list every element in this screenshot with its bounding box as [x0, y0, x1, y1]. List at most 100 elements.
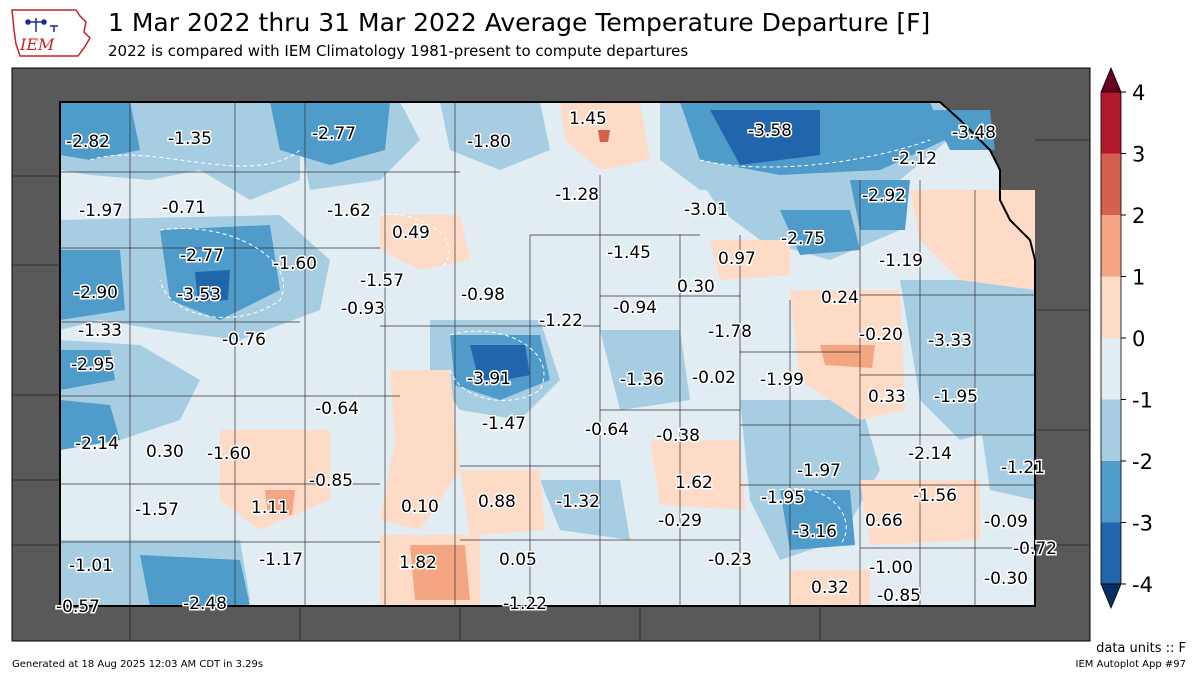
- value-label: -1.17: [259, 550, 303, 570]
- value-label: -1.22: [503, 594, 547, 614]
- colorbar-tick-label: -2: [1132, 450, 1153, 474]
- value-label: 0.49: [392, 223, 430, 243]
- value-label: -2.14: [908, 444, 952, 464]
- value-label: 1.11: [251, 498, 289, 518]
- colorbar-segment: [1101, 399, 1121, 461]
- colorbar-segment: [1101, 215, 1121, 277]
- value-label: -1.21: [1001, 458, 1045, 478]
- colorbar-tick-label: -1: [1132, 389, 1153, 413]
- value-label: -1.99: [760, 370, 804, 390]
- colorbar-tick-label: 4: [1132, 81, 1145, 105]
- value-label: 1.82: [399, 553, 437, 573]
- value-label: -0.98: [461, 285, 505, 305]
- value-label: -0.38: [656, 426, 700, 446]
- value-label: 0.66: [865, 511, 903, 531]
- colorbar-tick-label: 0: [1132, 327, 1145, 351]
- iem-logo: IEM: [11, 9, 91, 57]
- value-label: 1.62: [675, 473, 713, 493]
- value-label: -1.33: [78, 321, 122, 341]
- value-label: -3.91: [467, 369, 511, 389]
- value-label: -1.32: [556, 492, 600, 512]
- colorbar-segment: [1101, 153, 1121, 215]
- value-label: 0.10: [401, 497, 439, 517]
- value-label: -0.57: [56, 597, 100, 617]
- value-label: -0.85: [309, 471, 353, 491]
- value-label: -2.75: [781, 229, 825, 249]
- contour-layer-dark: [195, 110, 820, 385]
- value-label: -0.29: [658, 511, 702, 531]
- value-label: -2.92: [862, 186, 906, 206]
- value-label: -2.82: [66, 132, 110, 152]
- app-label: IEM Autoplot App #97: [1075, 659, 1186, 670]
- colorbar-segment: [1101, 92, 1121, 154]
- value-label: 0.88: [478, 492, 516, 512]
- value-label: -0.09: [984, 512, 1028, 532]
- colorbar-segment: [1101, 338, 1121, 400]
- weather-station-icon: [25, 18, 58, 32]
- value-label: 0.97: [718, 249, 756, 269]
- value-label: -1.97: [797, 461, 841, 481]
- value-label: -1.36: [620, 370, 664, 390]
- value-label: -2.95: [71, 355, 115, 375]
- value-label: -0.94: [613, 298, 657, 318]
- value-label: -0.23: [708, 550, 752, 570]
- value-label: -1.97: [79, 201, 123, 221]
- value-label: -0.64: [585, 420, 629, 440]
- value-label: -0.71: [162, 198, 206, 218]
- logo-text: IEM: [19, 35, 55, 54]
- value-label: -0.76: [222, 330, 266, 350]
- colorbar: 4 3 2 1 0 -1 -2 -3 -4: [1100, 66, 1153, 610]
- value-label: -3.16: [793, 522, 837, 542]
- value-label: -3.53: [177, 285, 221, 305]
- value-label: -0.64: [315, 399, 359, 419]
- colorbar-bottom-arrow: [1100, 583, 1122, 610]
- value-label: -0.20: [859, 325, 903, 345]
- value-label: -3.01: [684, 200, 728, 220]
- value-label: -1.95: [761, 488, 805, 508]
- county-borders: [60, 102, 1035, 606]
- colorbar-ticks: [1121, 91, 1126, 585]
- contour-layer-warm: [220, 102, 1035, 606]
- station-values: -2.82 -1.35 -2.77 -1.80 1.45 -3.58 -3.48…: [55, 108, 1059, 619]
- value-label: -1.45: [607, 243, 651, 263]
- value-label: -1.57: [360, 271, 404, 291]
- value-label: -0.72: [1013, 539, 1057, 559]
- value-label: 1.45: [569, 109, 607, 129]
- colorbar-segment: [1101, 276, 1121, 338]
- colorbar-segment: [1101, 461, 1121, 523]
- value-label: -1.56: [913, 486, 957, 506]
- colorbar-segment: [1101, 522, 1121, 584]
- value-label: -2.90: [74, 283, 118, 303]
- value-label: -0.93: [341, 299, 385, 319]
- value-label: -1.19: [879, 251, 923, 271]
- page-subtitle: 2022 is compared with IEM Climatology 19…: [108, 42, 689, 60]
- contour-lines: [89, 139, 931, 546]
- colorbar-tick-label: -3: [1132, 512, 1153, 536]
- value-label: -1.01: [69, 556, 113, 576]
- value-label: -0.30: [984, 569, 1028, 589]
- colorbar-tick-label: -4: [1132, 573, 1153, 597]
- value-label: -0.02: [692, 368, 736, 388]
- page-title: 1 Mar 2022 thru 31 Mar 2022 Average Temp…: [108, 8, 931, 37]
- value-label: 0.05: [499, 550, 537, 570]
- value-label: 0.24: [821, 288, 859, 308]
- value-label: -1.62: [327, 201, 371, 221]
- value-label: -2.77: [312, 124, 356, 144]
- value-label: -2.77: [180, 246, 224, 266]
- value-label: -3.33: [928, 331, 972, 351]
- value-label: -1.00: [869, 558, 913, 578]
- value-label: 0.30: [677, 277, 715, 297]
- value-label: -3.58: [748, 121, 792, 141]
- value-label: -1.80: [467, 132, 511, 152]
- value-label: -1.22: [539, 311, 583, 331]
- colorbar-top-arrow: [1100, 66, 1122, 93]
- value-label: -1.28: [555, 185, 599, 205]
- value-label: -2.12: [893, 149, 937, 169]
- value-label: -1.57: [135, 500, 179, 520]
- value-label: -1.60: [207, 444, 251, 464]
- value-label: -3.48: [952, 123, 996, 143]
- value-label: -1.60: [273, 254, 317, 274]
- data-units-label: data units :: F: [1096, 641, 1186, 656]
- value-label: -1.35: [168, 129, 212, 149]
- colorbar-tick-label: 3: [1132, 143, 1145, 167]
